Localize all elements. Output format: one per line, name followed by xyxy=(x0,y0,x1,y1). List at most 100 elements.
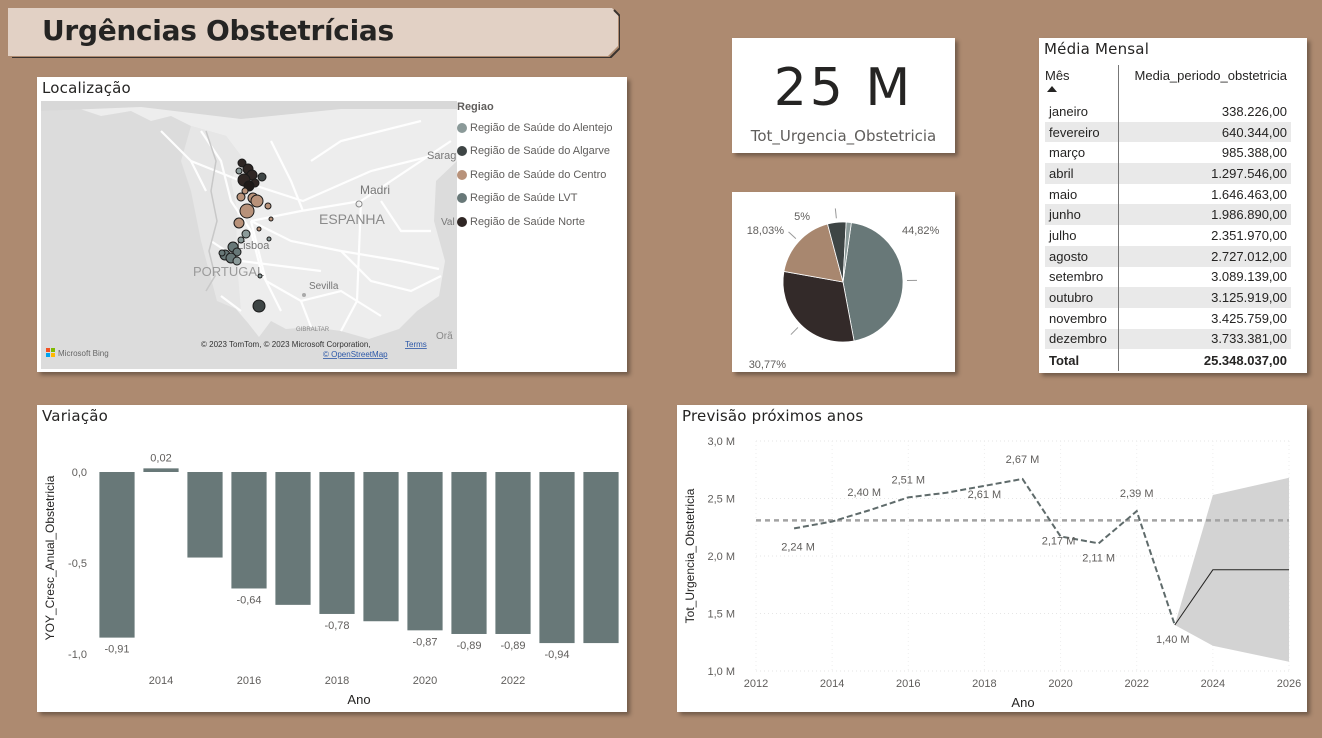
value-cell: 3.125.919,00 xyxy=(1117,287,1291,308)
map-bubbles[interactable] xyxy=(218,158,274,313)
pie-slice[interactable] xyxy=(842,222,904,342)
value-cell: 3.733.381,00 xyxy=(1117,328,1291,350)
x-tick-label: 2020 xyxy=(413,675,437,687)
bar[interactable] xyxy=(319,472,355,614)
month-cell: dezembro xyxy=(1045,328,1119,350)
legend-item-algarve[interactable]: Região de Saúde do Algarve xyxy=(457,140,632,164)
pie-chart[interactable]: 44,82% 30,77% 18,03% 5% xyxy=(732,192,955,372)
legend-item-lvt[interactable]: Região de Saúde LVT xyxy=(457,187,632,211)
table-row[interactable]: março 985.388,00 xyxy=(1045,142,1291,164)
map-label-sevilla: Sevilla xyxy=(309,281,339,292)
bubble-alentejo[interactable] xyxy=(257,273,263,279)
bar[interactable] xyxy=(275,472,311,605)
variacao-bar-chart[interactable]: 0,0 -0,5 -1,0 -0,91 0,02 -0,64 -0,78 -0,87 -0,89… xyxy=(37,405,627,712)
map-label-oran: Orã xyxy=(436,331,453,342)
line-data-label: 2,67 M xyxy=(1006,454,1040,466)
bar[interactable] xyxy=(187,472,223,558)
pie-leader-line xyxy=(790,327,799,335)
pie-leader-line xyxy=(834,208,837,219)
x-tick-label: 2016 xyxy=(896,678,920,690)
legend-item-norte[interactable]: Região de Saúde Norte xyxy=(457,210,632,234)
bubble-alentejo[interactable] xyxy=(232,256,242,266)
bar-data-label: -0,89 xyxy=(500,640,525,652)
actual-line[interactable] xyxy=(793,477,1176,626)
table-row[interactable]: dezembro 3.733.381,00 xyxy=(1045,328,1291,350)
map-provider: Microsoft Bing xyxy=(58,349,109,358)
pie-slice[interactable] xyxy=(842,221,852,283)
x-tick-label: 2012 xyxy=(744,678,768,690)
map-view[interactable]: ESPANHA PORTUGAL Madri Sevilla Lisboa Sa… xyxy=(41,101,457,369)
bubble-alentejo[interactable] xyxy=(235,167,243,175)
bubble-alentejo[interactable] xyxy=(241,229,251,239)
table-row[interactable]: maio 1.646.463,00 xyxy=(1045,183,1291,205)
previsao-line-chart[interactable]: 3,0 M 2,5 M 2,0 M 1,5 M 1,0 M 2012 2014 2016 201… xyxy=(677,405,1307,712)
bubble-algarve[interactable] xyxy=(252,299,266,313)
month-cell: julho xyxy=(1049,227,1077,243)
bar[interactable] xyxy=(99,472,135,638)
pie-slice[interactable] xyxy=(783,223,844,283)
bar[interactable] xyxy=(363,472,399,622)
table-row[interactable]: abril 1.297.546,00 xyxy=(1045,163,1291,184)
legend-item-alentejo[interactable]: Região de Saúde do Alentejo xyxy=(457,116,632,140)
bar-data-label: -0,87 xyxy=(412,636,437,648)
previsao-card: Previsão próximos anos 3,0 M 2,5 M 2,0 M 1,… xyxy=(677,405,1307,712)
bar[interactable] xyxy=(143,468,179,472)
bubble-alentejo[interactable] xyxy=(266,236,272,242)
legend-dot xyxy=(457,169,467,180)
y-axis-title: YOY_Cresc_Anual_Obstetricia xyxy=(43,475,57,640)
table-row[interactable]: julho 2.351.970,00 xyxy=(1045,225,1291,246)
x-tick-label: 2018 xyxy=(325,675,349,687)
table-row[interactable]: novembro 3.425.759,00 xyxy=(1045,307,1291,329)
line-data-label: 2,39 M xyxy=(1120,488,1154,500)
bar[interactable] xyxy=(451,472,487,634)
bubble-centro[interactable] xyxy=(264,202,272,210)
bubble-alentejo[interactable] xyxy=(237,236,245,244)
bubble-centro[interactable] xyxy=(236,192,246,202)
column-header-value[interactable]: Media_periodo_obstetricia xyxy=(1117,65,1291,101)
bubble-centro[interactable] xyxy=(241,187,249,195)
table-row[interactable]: fevereiro 640.344,00 xyxy=(1045,121,1291,143)
value-cell: 1.297.546,00 xyxy=(1117,163,1291,184)
value-cell: 2.727.012,00 xyxy=(1117,245,1291,267)
legend-label: Região de Saúde LVT xyxy=(470,192,578,205)
pie-slice[interactable] xyxy=(782,270,855,343)
table-row[interactable]: setembro 3.089.139,00 xyxy=(1045,266,1291,288)
map-terms-link[interactable]: Terms xyxy=(405,340,427,349)
bubble-lvt[interactable] xyxy=(232,247,242,257)
bubble-norte[interactable] xyxy=(237,158,247,168)
sort-ascending-icon[interactable] xyxy=(1047,86,1057,92)
bubble-centro[interactable] xyxy=(256,226,262,232)
legend-item-centro[interactable]: Região de Saúde do Centro xyxy=(457,163,632,187)
table-row[interactable]: outubro 3.125.919,00 xyxy=(1045,287,1291,308)
table-row[interactable]: junho 1.986.890,00 xyxy=(1045,204,1291,226)
bubble-lvt[interactable] xyxy=(218,249,226,257)
pie-data-label: 5% xyxy=(794,211,810,223)
legend-title: Regiao xyxy=(457,101,494,113)
bar-data-label: -0,94 xyxy=(544,649,569,661)
table-row[interactable]: janeiro 338.226,00 xyxy=(1045,101,1291,122)
map-osm-link[interactable]: © OpenStreetMap xyxy=(323,350,388,359)
bubble-centro[interactable] xyxy=(250,194,264,208)
y-axis-title: Tot_Urgencia_Obstetricia xyxy=(683,488,697,623)
bar[interactable] xyxy=(583,472,619,644)
map-card: Localização xyxy=(37,77,627,372)
bubble-algarve[interactable] xyxy=(257,172,267,182)
bar[interactable] xyxy=(407,472,443,631)
bar[interactable] xyxy=(539,472,575,644)
bar[interactable] xyxy=(231,472,267,589)
value-cell: 640.344,00 xyxy=(1117,121,1291,143)
forecast-line[interactable] xyxy=(1174,569,1289,626)
bubble-centro[interactable] xyxy=(239,203,255,219)
legend-label: Região de Saúde do Centro xyxy=(470,168,607,181)
bubble-centro[interactable] xyxy=(233,217,245,229)
previsao-title: Previsão próximos anos xyxy=(682,407,864,425)
y-tick-label: 2,5 M xyxy=(707,494,735,506)
bar-data-label: 0,02 xyxy=(150,452,171,464)
table-row[interactable]: agosto 2.727.012,00 xyxy=(1045,245,1291,267)
bubble-centro[interactable] xyxy=(268,216,274,222)
month-cell: fevereiro xyxy=(1045,121,1119,143)
pie-data-label: 18,03% xyxy=(747,225,785,237)
column-header-month[interactable]: Mês xyxy=(1045,65,1118,101)
bing-logo: Microsoft Bing xyxy=(46,348,109,358)
bar[interactable] xyxy=(495,472,531,634)
